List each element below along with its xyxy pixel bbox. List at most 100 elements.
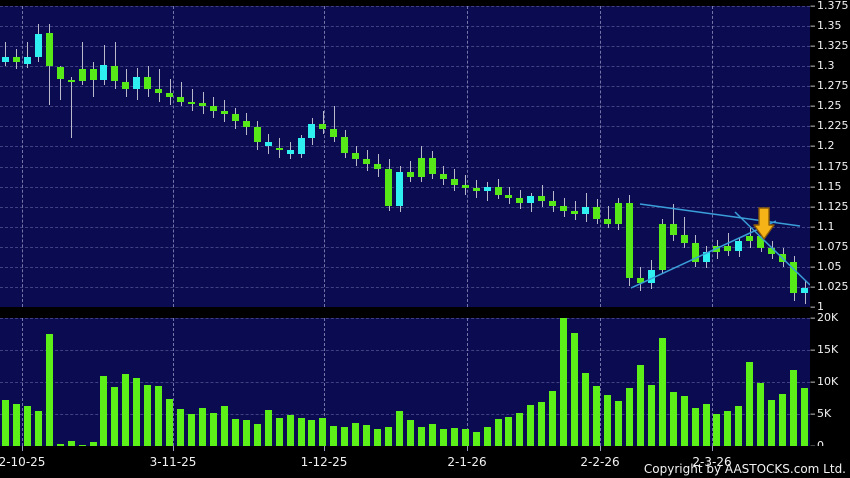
volume-bar (571, 333, 578, 446)
candle-wick (159, 69, 160, 102)
triangle-lower-support (630, 220, 777, 289)
axis-tick-text: 1.1 (817, 219, 835, 233)
candle-body (177, 96, 184, 102)
axis-tick-label: –0 (810, 440, 850, 452)
date-tick-label: 2-1-26 (447, 455, 487, 469)
volume-bar (648, 384, 655, 446)
volume-bar (155, 385, 162, 446)
candle-body (111, 66, 118, 82)
candle-body (352, 152, 359, 160)
volume-chart-panel[interactable] (0, 318, 810, 446)
date-tick-mark (600, 446, 601, 451)
axis-tick-mark: – (810, 79, 816, 93)
volume-bar (801, 388, 808, 446)
candle-body (516, 197, 523, 203)
volume-bar (779, 393, 786, 446)
breakdown-line (734, 211, 810, 286)
date-tick-label: 2-10-25 (0, 455, 46, 469)
axis-tick-label: –1.125 (810, 200, 850, 213)
axis-tick-text: 1.375 (817, 0, 849, 12)
price-gridline (0, 86, 810, 88)
axis-tick-text: 1.15 (817, 179, 842, 193)
axis-tick-label: –1.15 (810, 179, 850, 193)
price-gridline (0, 186, 810, 188)
candle-body (724, 245, 731, 251)
candle-wick (673, 204, 674, 242)
date-axis: Copyright by AASTOCKS.com Ltd. 2-10-25 3-… (0, 446, 850, 478)
candle-body (527, 196, 534, 203)
axis-tick-mark: – (810, 59, 816, 73)
month-gridline (22, 318, 23, 446)
volume-bar (429, 424, 436, 446)
candle-wick (334, 106, 335, 142)
axis-tick-label: –1.025 (810, 280, 850, 293)
volume-bar (319, 418, 326, 446)
axis-tick-text: 20K (817, 311, 839, 324)
axis-tick-label: –1.225 (810, 120, 850, 132)
axis-tick-text: 1.25 (817, 99, 842, 113)
month-gridline (467, 318, 468, 446)
volume-bar (735, 406, 742, 446)
candle-wick (170, 79, 171, 105)
volume-bar (692, 407, 699, 446)
volume-bar (549, 390, 556, 446)
candle-body (144, 77, 151, 89)
axis-tick-label: –1.2 (810, 140, 850, 152)
candle-body (396, 172, 403, 206)
candle-body (276, 148, 283, 151)
axis-tick-label: –1.175 (810, 160, 850, 173)
candle-wick (586, 193, 587, 222)
volume-bar (232, 419, 239, 446)
price-gridline (0, 166, 810, 168)
volume-gridline (0, 382, 810, 383)
volume-bar (385, 426, 392, 446)
volume-bar (199, 407, 206, 446)
axis-tick-label: –20K (810, 312, 850, 324)
candle-body (330, 128, 337, 137)
date-tick-mark (22, 446, 23, 451)
price-gridline (0, 266, 810, 268)
candle-body (659, 223, 666, 271)
candle-wick (805, 281, 806, 304)
volume-bar (768, 399, 775, 446)
axis-tick-text: 1.05 (817, 259, 842, 273)
price-chart-panel[interactable] (0, 6, 810, 307)
volume-bar (221, 406, 228, 446)
volume-bar (407, 420, 414, 446)
volume-bar (637, 365, 644, 446)
month-gridline (467, 6, 468, 307)
date-tick-mark (324, 446, 325, 451)
candle-wick (410, 160, 411, 182)
candle-wick (728, 233, 729, 256)
price-gridline (0, 46, 810, 48)
month-gridline (324, 318, 325, 446)
axis-tick-mark: – (810, 139, 816, 153)
axis-tick-label: –5K (810, 408, 850, 420)
candle-body (582, 207, 589, 214)
candle-body (232, 114, 239, 121)
volume-bar (396, 411, 403, 446)
candle-body (46, 33, 53, 67)
candle-body (505, 194, 512, 198)
axis-tick-mark: – (810, 19, 816, 33)
month-gridline (173, 318, 174, 446)
volume-bar (746, 361, 753, 446)
date-tick-label: 1-12-25 (300, 455, 348, 469)
volume-bar (330, 425, 337, 446)
date-tick-mark (467, 446, 468, 451)
volume-gridline (0, 414, 810, 415)
candle-body (462, 184, 469, 189)
candle-body (254, 127, 261, 142)
candle-body (757, 236, 764, 248)
candle-body (133, 77, 140, 89)
candle-body (703, 252, 710, 263)
price-axis: –1.375–1.35–1.325–1.3–1.275–1.25–1.225–1… (810, 0, 850, 313)
candle-wick (181, 82, 182, 107)
volume-bar (79, 444, 86, 446)
volume-bar (451, 428, 458, 446)
candle-body (418, 157, 425, 177)
candle-wick (608, 205, 609, 229)
axis-tick-label: –1.05 (810, 259, 850, 273)
volume-bar (724, 411, 731, 446)
candle-body (68, 79, 75, 82)
